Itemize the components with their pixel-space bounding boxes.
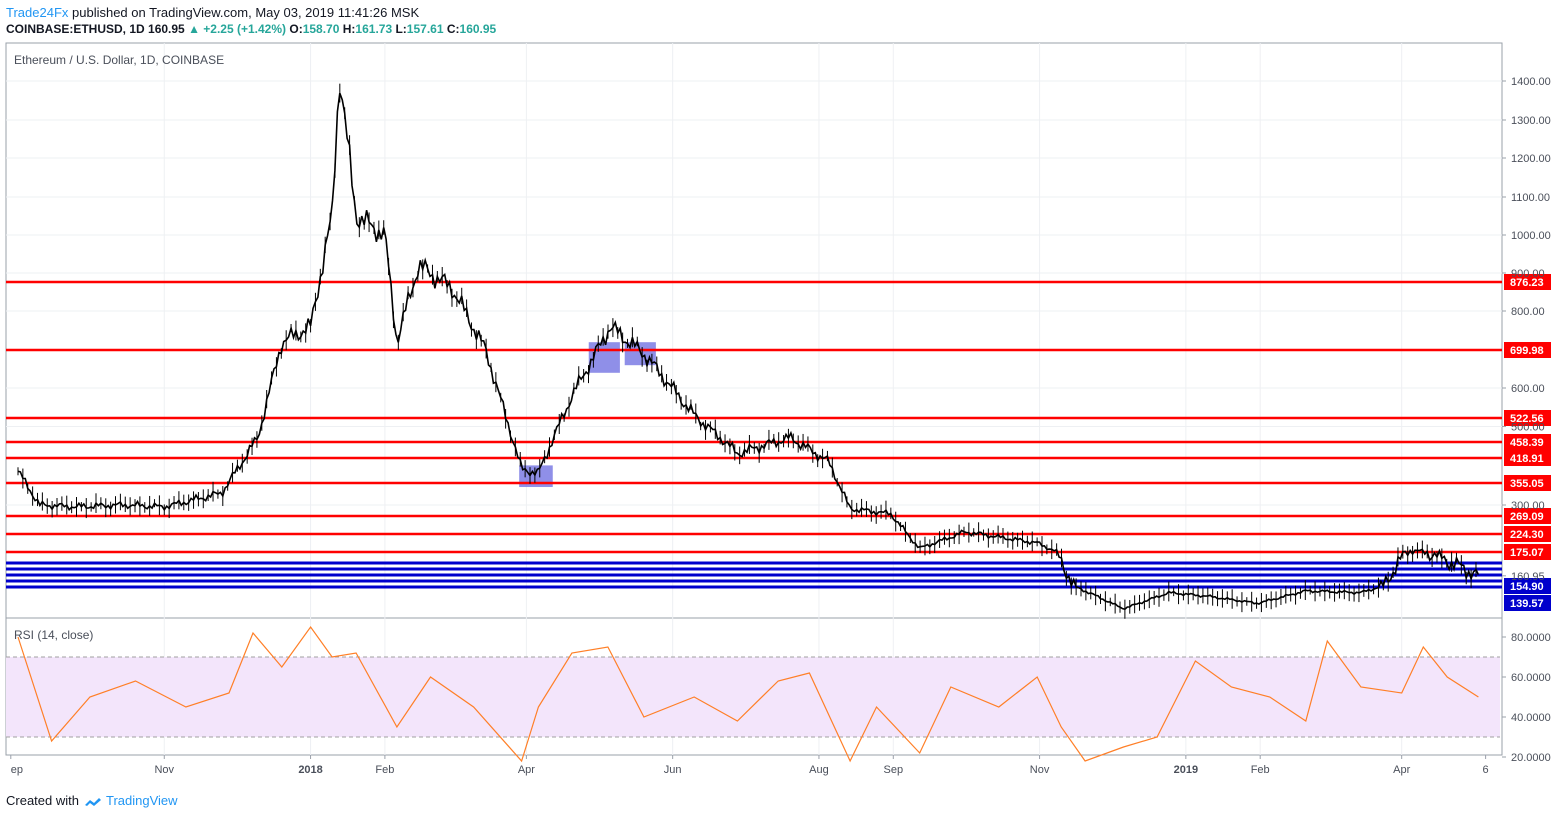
time-tick-label: Sep (883, 764, 903, 776)
price-tick-label: 800.00 (1511, 306, 1545, 318)
tradingview-logo-icon (84, 797, 101, 806)
level-price-tag (1504, 595, 1551, 611)
publisher-name[interactable]: Trade24Fx (6, 5, 69, 20)
time-tick-label: Jun (664, 764, 682, 776)
price-tick-label: 1100.00 (1511, 192, 1550, 204)
level-price-label: 522.56 (1510, 413, 1544, 425)
price-tick-label: 900.00 (1511, 268, 1545, 280)
chart-frame (5, 42, 1503, 756)
time-tick-label: Aug (809, 764, 829, 776)
chart-canvas[interactable]: 80.0000 60.0000 40.0000 20.0000 876.23 699.9… (0, 40, 1565, 790)
level-price-label: 154.90 (1510, 581, 1544, 593)
publish-info: published on TradingView.com, May 03, 20… (68, 5, 420, 20)
open-value: 158.70 (302, 22, 340, 36)
level-price-tag (1504, 410, 1551, 426)
close-value: 160.95 (459, 22, 497, 36)
price-tick-label: 600.00 (1511, 383, 1545, 395)
rsi-line (17, 625, 1479, 763)
price-tick-label: 500.00 (1511, 421, 1545, 433)
last-price: 160.95 (148, 22, 185, 36)
level-price-label: 876.23 (1510, 277, 1544, 289)
level-price-tag (1504, 526, 1551, 542)
level-price-tag (1504, 475, 1551, 491)
level-price-label: 699.98 (1510, 345, 1544, 357)
rsi-tick-label: 40.0000 (1511, 712, 1551, 724)
footer: Created with TradingView (6, 793, 178, 808)
price-axis: 1400.00 1300.00 1200.00 1100.00 1000.00 900.0… (1502, 76, 1551, 583)
publish-line: Trade24Fx published on TradingView.com, … (6, 4, 496, 21)
level-price-label: 224.30 (1510, 529, 1544, 541)
price-series (17, 83, 1480, 619)
level-price-label: 458.39 (1510, 437, 1544, 449)
high-value: 161.73 (355, 22, 393, 36)
rsi-pane-title: RSI (14, close) (14, 628, 93, 642)
time-tick-label: 2019 (1174, 764, 1198, 776)
price-tick-label: 160.95 (1511, 571, 1545, 583)
rsi-tick-label: 60.0000 (1511, 672, 1551, 684)
price-tick-label: 1300.00 (1511, 115, 1551, 127)
time-tick-label: Feb (375, 764, 394, 776)
rsi-tick-label: 80.0000 (1511, 632, 1551, 644)
rsi-band (6, 657, 1500, 737)
tradingview-link[interactable]: TradingView (106, 793, 178, 808)
main-pane-title: Ethereum / U.S. Dollar, 1D, COINBASE (14, 53, 224, 67)
low-label: L: (395, 22, 407, 36)
grid-lines (6, 43, 1502, 755)
level-price-label: 355.05 (1510, 478, 1544, 490)
price-tick-label: 1200.00 (1511, 153, 1551, 165)
price-line (17, 92, 1480, 611)
level-price-label: 139.57 (1510, 598, 1544, 610)
created-with-label: Created with (6, 793, 79, 808)
rsi-pane: 80.0000 60.0000 40.0000 20.0000 (6, 625, 1551, 764)
time-tick-label: Feb (1251, 764, 1270, 776)
time-tick-label: Apr (518, 764, 535, 776)
level-price-tag (1504, 342, 1551, 358)
low-value: 157.61 (406, 22, 444, 36)
level-price-label: 175.07 (1510, 547, 1544, 559)
level-price-tag (1504, 434, 1551, 450)
level-price-label: 418.91 (1510, 453, 1544, 465)
close-label: C: (446, 22, 460, 36)
level-price-tag (1504, 544, 1551, 560)
time-axis: ep Nov 2018 Feb Apr Jun Aug Sep Nov 2019 Feb Apr 6 (10, 755, 1489, 776)
level-lines: 876.23 699.98 522.56 458.39 418.91 355.05 269.… (6, 274, 1551, 611)
time-tick-label: ep (11, 764, 23, 776)
open-label: O: (289, 22, 303, 36)
time-tick-label: Apr (1393, 764, 1410, 776)
time-tick-label: Nov (154, 764, 174, 776)
rsi-tick-label: 20.0000 (1511, 752, 1551, 764)
level-price-tag (1504, 508, 1551, 524)
time-tick-label: 2018 (298, 764, 322, 776)
level-price-label: 269.09 (1510, 511, 1544, 523)
level-price-tag (1504, 450, 1551, 466)
symbol-label: COINBASE:ETHUSD, 1D (6, 22, 145, 36)
time-tick-label: Nov (1030, 764, 1050, 776)
price-tick-label: 1400.00 (1511, 76, 1551, 88)
level-price-tag (1504, 274, 1551, 290)
time-tick-label: 6 (1483, 764, 1489, 776)
chart-header: Trade24Fx published on TradingView.com, … (6, 4, 496, 38)
high-label: H: (342, 22, 356, 36)
price-tick-label: 1000.00 (1511, 230, 1551, 242)
level-price-tag (1504, 578, 1551, 594)
price-change: ▲ +2.25 (+1.42%) (188, 22, 287, 36)
quote-line: COINBASE:ETHUSD, 1D 160.95 ▲ +2.25 (+1.4… (6, 21, 496, 38)
price-tick-label: 300.00 (1511, 500, 1545, 512)
